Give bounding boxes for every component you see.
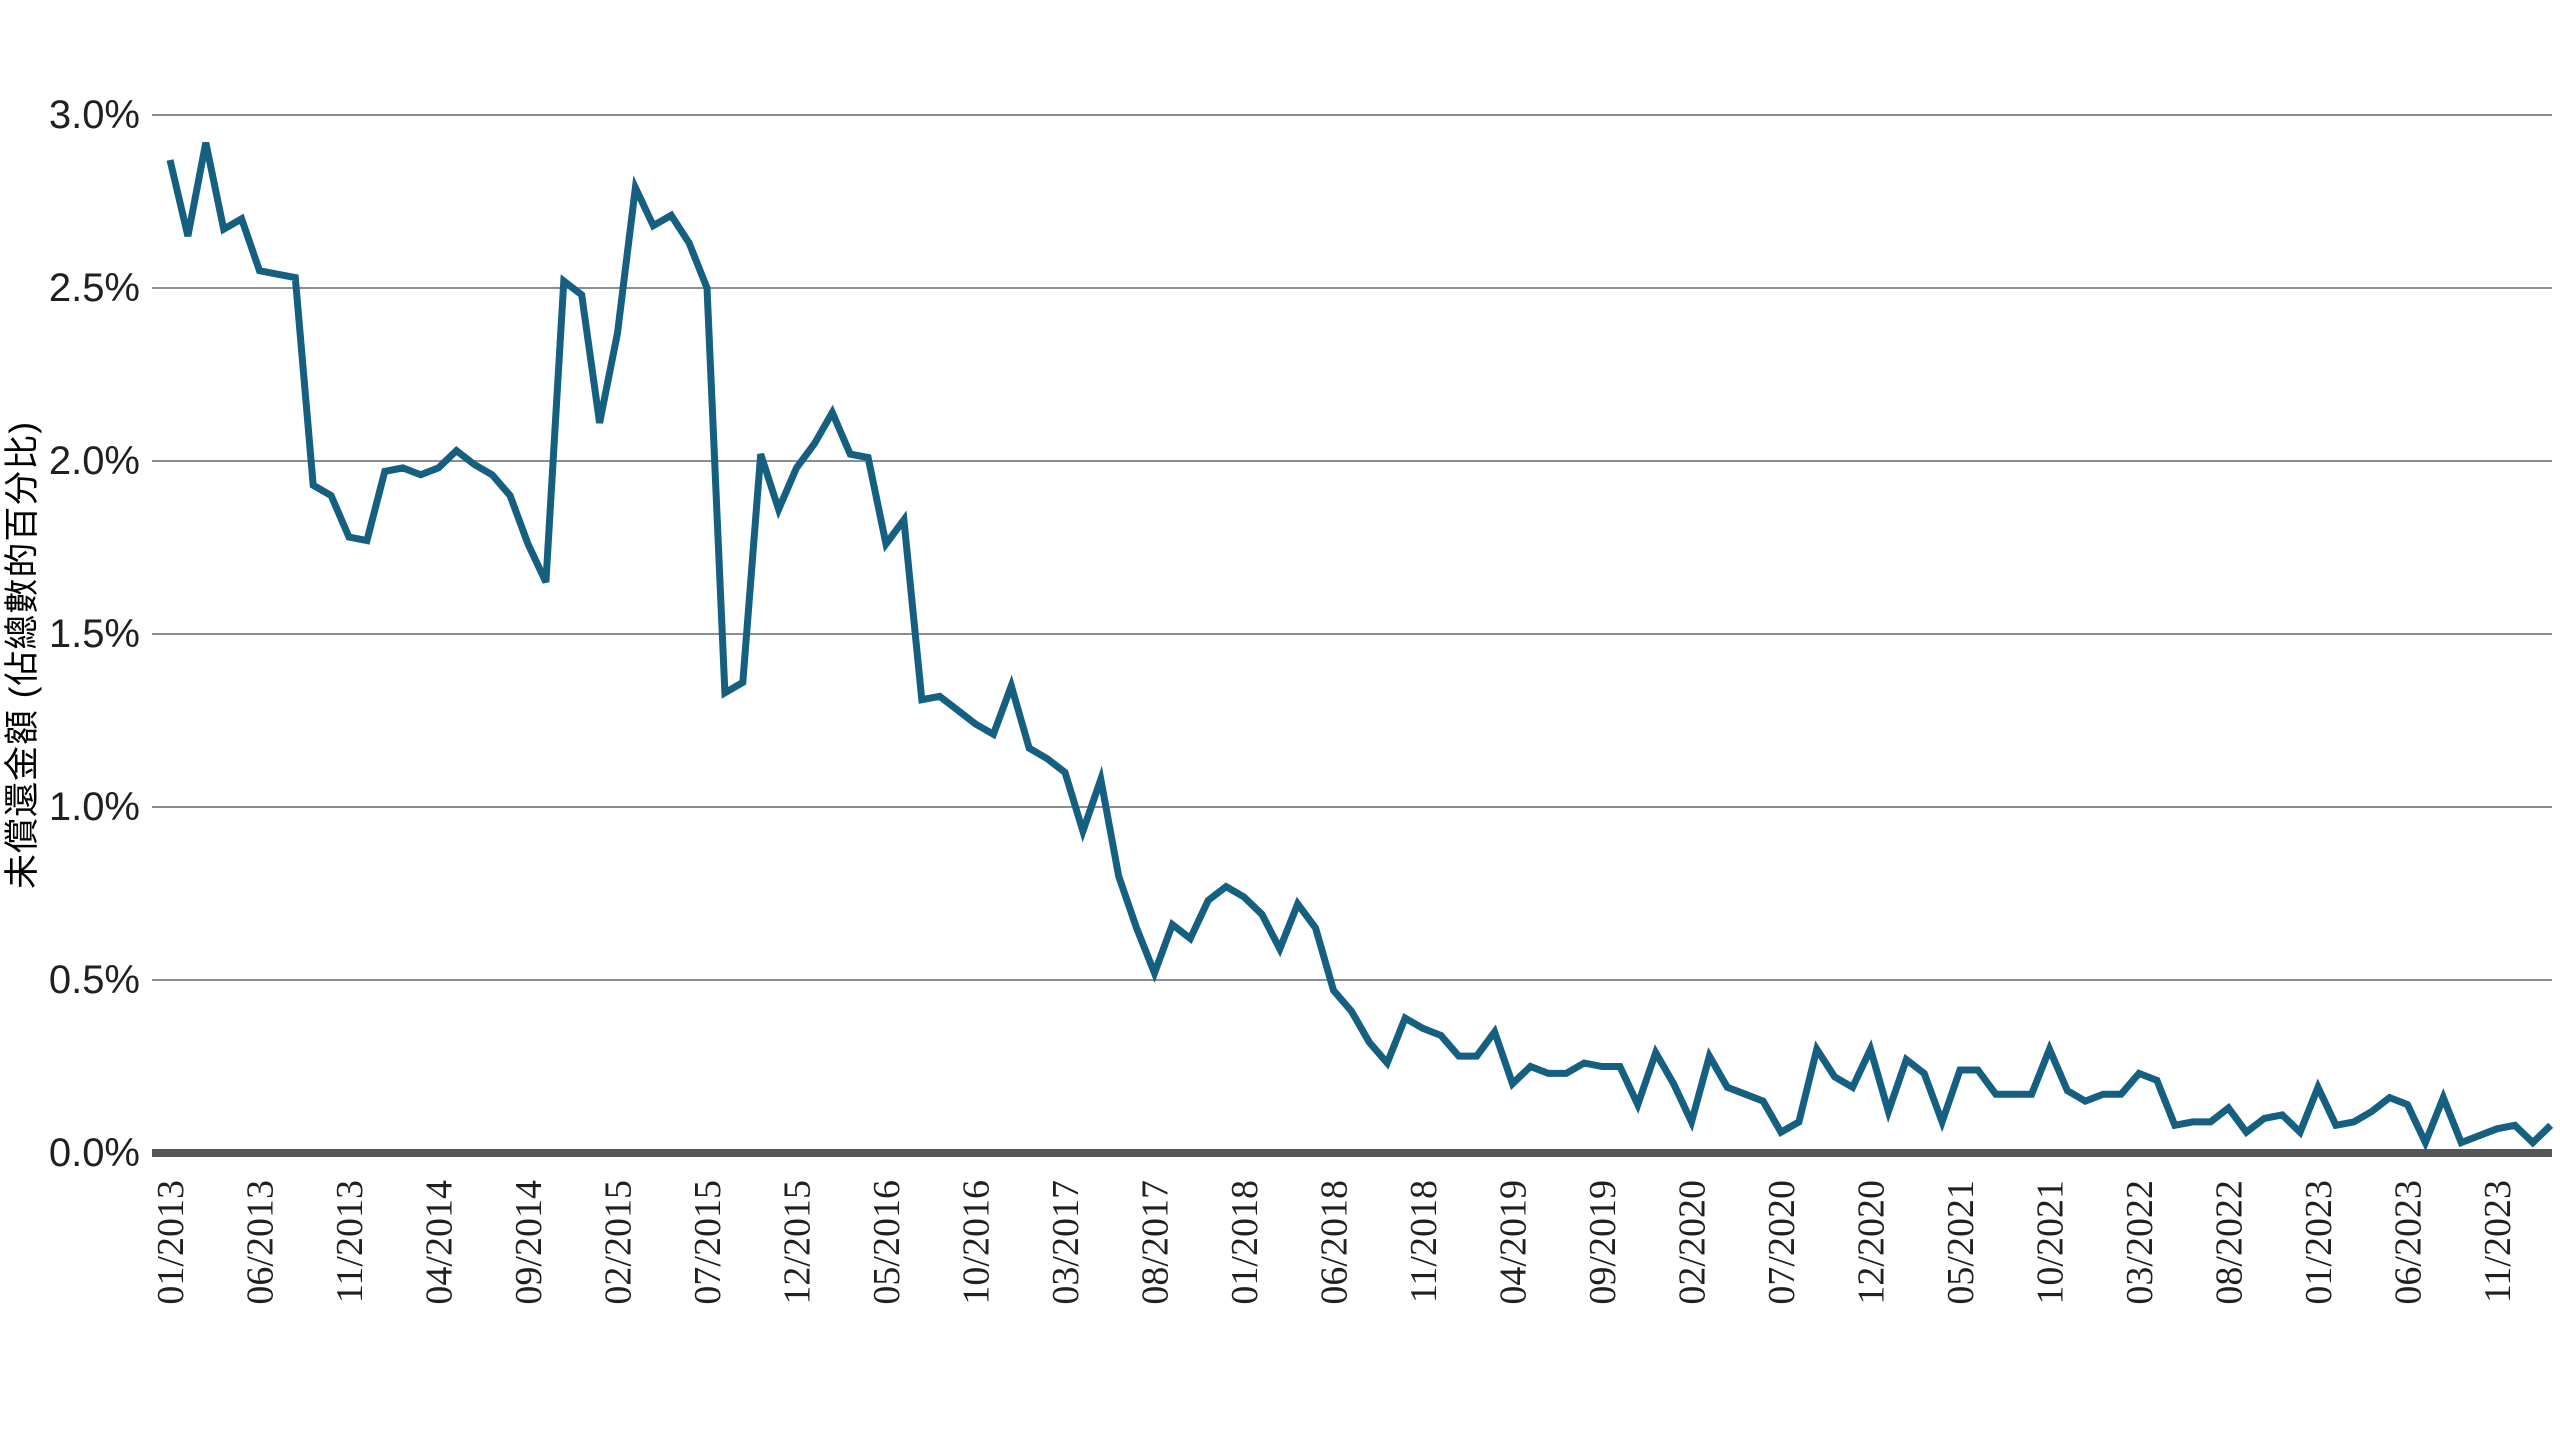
x-tick-label: 01/2018 [1224, 1180, 1266, 1305]
x-tick-label: 06/2018 [1314, 1180, 1356, 1305]
x-tick-label: 02/2020 [1672, 1180, 1714, 1305]
x-tick-label: 03/2022 [2119, 1180, 2161, 1305]
x-tick-label: 03/2017 [1045, 1180, 1087, 1305]
x-tick-label: 05/2016 [866, 1180, 908, 1305]
x-tick-label: 06/2013 [240, 1180, 282, 1305]
x-tick-label: 12/2015 [777, 1180, 819, 1305]
y-axis-title: 未償還金額 (佔總數的百分比) [3, 421, 42, 889]
gridlines [152, 114, 2552, 1157]
x-tick-label: 01/2023 [2298, 1180, 2340, 1305]
y-tick-label: 1.0% [49, 785, 140, 829]
x-tick-label: 10/2016 [956, 1180, 998, 1305]
y-tick-label: 0.5% [49, 958, 140, 1002]
series-line [166, 141, 2554, 1152]
y-axis-tick-labels: 0.0% 0.5% 1.0% 1.5% 2.0% 2.5% 3.0% [49, 93, 140, 1175]
x-tick-label: 10/2021 [2030, 1180, 2072, 1305]
x-tick-label: 08/2017 [1135, 1180, 1177, 1305]
x-tick-label: 07/2020 [1761, 1180, 1803, 1305]
x-tick-label: 04/2019 [1493, 1180, 1535, 1305]
x-tick-label: 09/2019 [1582, 1180, 1624, 1305]
x-tick-label: 09/2014 [508, 1180, 550, 1305]
x-tick-label: 11/2013 [329, 1180, 371, 1303]
x-axis-tick-labels: 01/2013 06/2013 11/2013 04/2014 09/2014 02/20… [150, 1180, 2519, 1305]
x-tick-label: 06/2023 [2388, 1180, 2430, 1305]
x-tick-label: 07/2015 [687, 1180, 729, 1305]
y-tick-label: 1.5% [49, 612, 140, 656]
x-tick-label: 12/2020 [1851, 1180, 1893, 1305]
data-series [166, 141, 2554, 1152]
y-tick-label: 3.0% [49, 93, 140, 137]
x-tick-label: 05/2021 [1940, 1180, 1982, 1305]
x-tick-label: 11/2018 [1403, 1180, 1445, 1303]
y-tick-label: 2.5% [49, 266, 140, 310]
x-tick-label: 04/2014 [419, 1180, 461, 1305]
x-tick-label: 11/2023 [2477, 1180, 2519, 1303]
x-tick-label: 02/2015 [598, 1180, 640, 1305]
x-tick-label: 01/2013 [150, 1180, 192, 1305]
y-tick-label: 0.0% [49, 1131, 140, 1175]
y-tick-label: 2.0% [49, 439, 140, 483]
x-tick-label: 08/2022 [2209, 1180, 2251, 1305]
